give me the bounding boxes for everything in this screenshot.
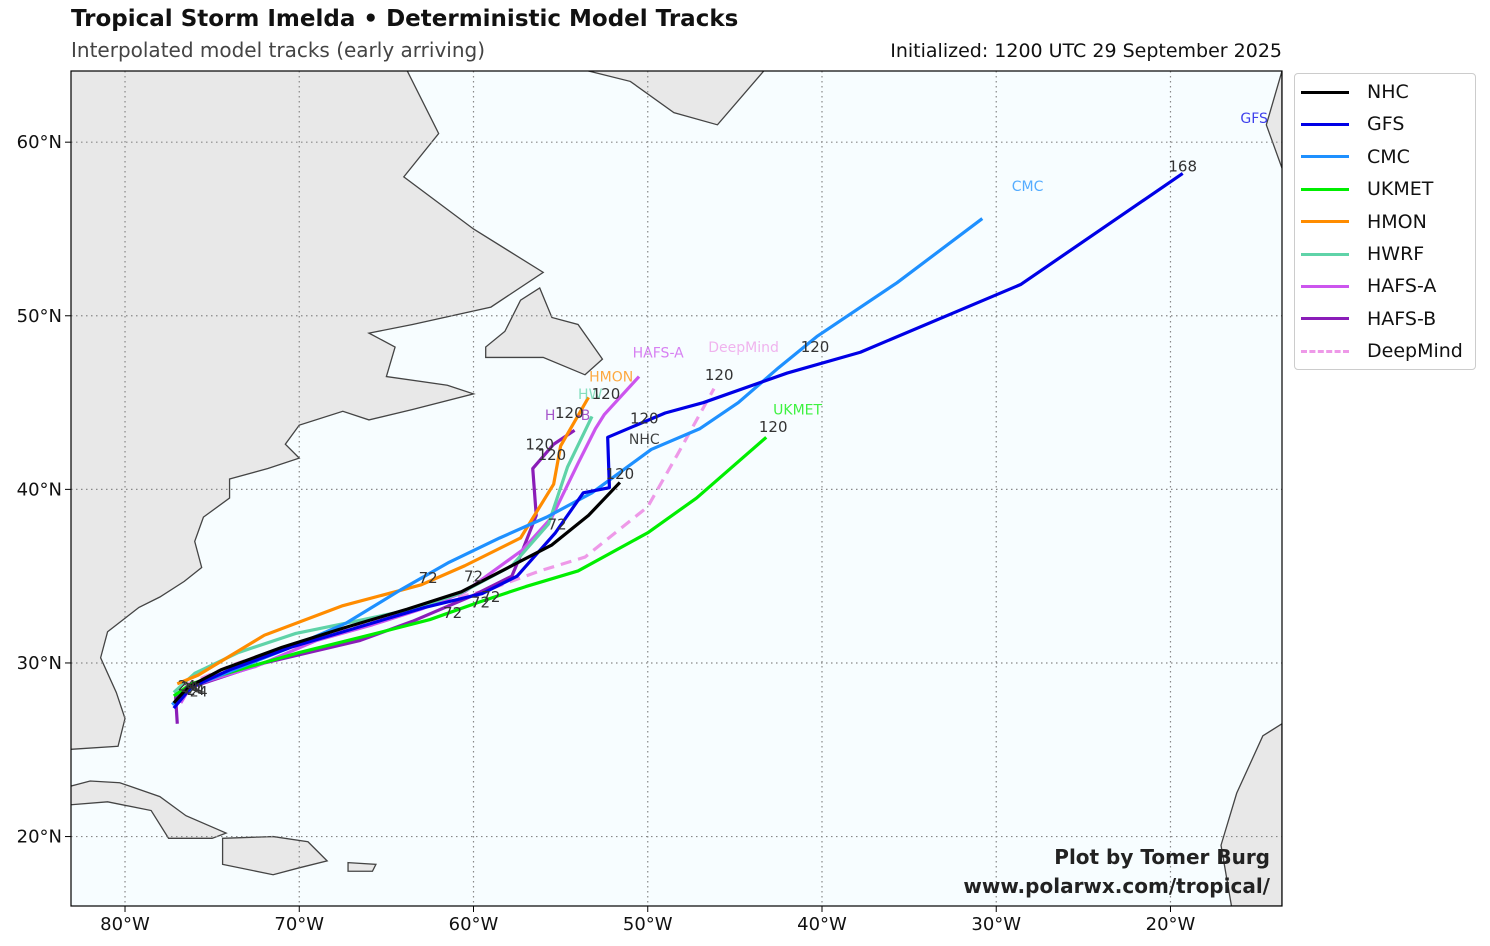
track-label-gfs: GFS	[1240, 111, 1268, 127]
newfoundland-landmass	[485, 287, 604, 376]
land-layer	[71, 71, 1282, 906]
track-label-deepmind: 120	[801, 338, 830, 356]
legend-swatch	[1301, 317, 1349, 321]
legend-swatch	[1301, 284, 1349, 288]
x-tick-label: 60°W	[449, 914, 499, 935]
start-label: 24	[190, 685, 208, 701]
legend-swatch	[1301, 187, 1349, 191]
x-tick-label: 50°W	[623, 914, 673, 935]
track-label-hafs-b: H	[545, 408, 556, 424]
legend-item-gfs: GFS	[1301, 108, 1404, 140]
y-tick-label: 30°N	[17, 653, 62, 674]
legend-swatch	[1301, 220, 1349, 224]
legend-item-hwrf: HWRF	[1301, 238, 1424, 270]
x-tick-label: 40°W	[797, 914, 847, 935]
y-tick-label: 40°N	[17, 479, 62, 500]
track-label-ukmet: 120	[759, 418, 788, 436]
track-label-cmc: CMC	[1012, 179, 1044, 195]
track-label-hafs-a: 72	[548, 515, 567, 533]
track-label-hafs-b: -B	[576, 408, 590, 424]
track-label-hafs-a: HAFS-A	[633, 345, 685, 361]
legend-item-hafs-a: HAFS-A	[1301, 270, 1436, 302]
y-tick-label: 50°N	[17, 306, 62, 327]
start-label: 24	[181, 680, 199, 696]
plot-frame	[70, 70, 1283, 907]
track-label-hafs-b: 120	[525, 435, 554, 453]
legend-swatch	[1301, 252, 1349, 256]
track-label-deepmind: 72	[481, 588, 500, 606]
track-label-hmon: HMON	[589, 370, 633, 386]
legend-swatch	[1301, 349, 1349, 353]
legend-label: UKMET	[1367, 178, 1434, 201]
legend: NHC GFS CMC UKMET HMON HWRF HAFS-A HAFS-B DeepMi…	[1294, 73, 1476, 370]
legend-swatch	[1301, 90, 1349, 94]
legend-item-nhc: NHC	[1301, 76, 1409, 108]
track-label-hafs-a: 72	[464, 567, 483, 585]
credit-url: www.polarwx.com/tropical/	[963, 874, 1270, 898]
legend-label: HAFS-B	[1367, 307, 1437, 330]
track-label-nhc: 120	[606, 465, 635, 483]
track-label-gfs: 120	[630, 409, 659, 427]
north-america-landmass	[71, 71, 545, 750]
track-label-hwrf: 120	[592, 385, 621, 403]
track-label-deepmind: 120	[705, 366, 734, 384]
start-label: 24	[184, 682, 202, 698]
legend-item-cmc: CMC	[1301, 141, 1410, 173]
hispaniola-landmass	[221, 835, 329, 876]
europe-landmass	[1265, 71, 1282, 169]
y-tick-label: 60°N	[17, 132, 62, 153]
track-label-deepmind: DeepMind	[708, 340, 779, 356]
axis-ticks: 80°W 70°W 60°W 50°W 40°W 30°W 20°W 20°N 30°N 40°N…	[17, 132, 1196, 935]
legend-label: NHC	[1367, 81, 1409, 103]
chart-title: Tropical Storm Imelda • Deterministic Mo…	[71, 6, 739, 32]
puerto-rico-landmass	[347, 861, 377, 872]
track-label-ukmet: 72	[471, 593, 490, 611]
africa-landmass	[1220, 722, 1282, 906]
legend-item-deepmind: DeepMind	[1301, 335, 1463, 367]
track-label-gfs: 168	[1168, 158, 1197, 176]
credit-author: Plot by Tomer Burg	[1054, 845, 1270, 869]
track-label-nhc: NHC	[629, 432, 660, 448]
x-tick-label: 80°W	[100, 914, 150, 935]
legend-label: HWRF	[1367, 243, 1425, 265]
legend-item-hafs-b: HAFS-B	[1301, 303, 1436, 335]
legend-swatch	[1301, 122, 1349, 126]
legend-label: HMON	[1367, 210, 1427, 233]
grid-layer	[71, 71, 1282, 906]
start-label: 24	[187, 683, 205, 699]
x-tick-label: 20°W	[1146, 914, 1196, 935]
legend-label: CMC	[1367, 145, 1410, 168]
legend-item-ukmet: UKMET	[1301, 173, 1433, 205]
track-label-hafs-b: 72	[443, 604, 462, 622]
track-label-ukmet: UKMET	[773, 403, 822, 419]
x-tick-label: 70°W	[274, 914, 324, 935]
track-label-cmc: 72	[419, 569, 438, 587]
legend-swatch	[1301, 155, 1349, 159]
cuba-landmass	[71, 780, 228, 839]
track-hmon	[176, 396, 590, 686]
initialized-time: Initialized: 1200 UTC 29 September 2025	[890, 40, 1282, 62]
track-labels-layer: 120NHC120168GFS72CMC72120UKMETHMONHW1207…	[178, 111, 1268, 701]
track-nhc	[172, 481, 622, 704]
chart-subtitle: Interpolated model tracks (early arrivin…	[71, 38, 486, 62]
track-label-hafs-a: 120	[538, 446, 567, 464]
track-label-hafs-b: 120	[555, 404, 584, 422]
legend-label: GFS	[1367, 113, 1405, 136]
greenland-landmass	[585, 71, 765, 126]
track-gfs	[172, 172, 1184, 710]
track-label-hwrf: HW	[578, 387, 603, 403]
legend-item-hmon: HMON	[1301, 206, 1427, 238]
start-label: 24	[178, 679, 196, 695]
legend-label: DeepMind	[1367, 340, 1463, 363]
legend-label: HAFS-A	[1367, 275, 1437, 298]
x-tick-label: 30°W	[971, 914, 1021, 935]
y-tick-label: 20°N	[17, 827, 62, 848]
tracks-layer	[171, 172, 1184, 724]
